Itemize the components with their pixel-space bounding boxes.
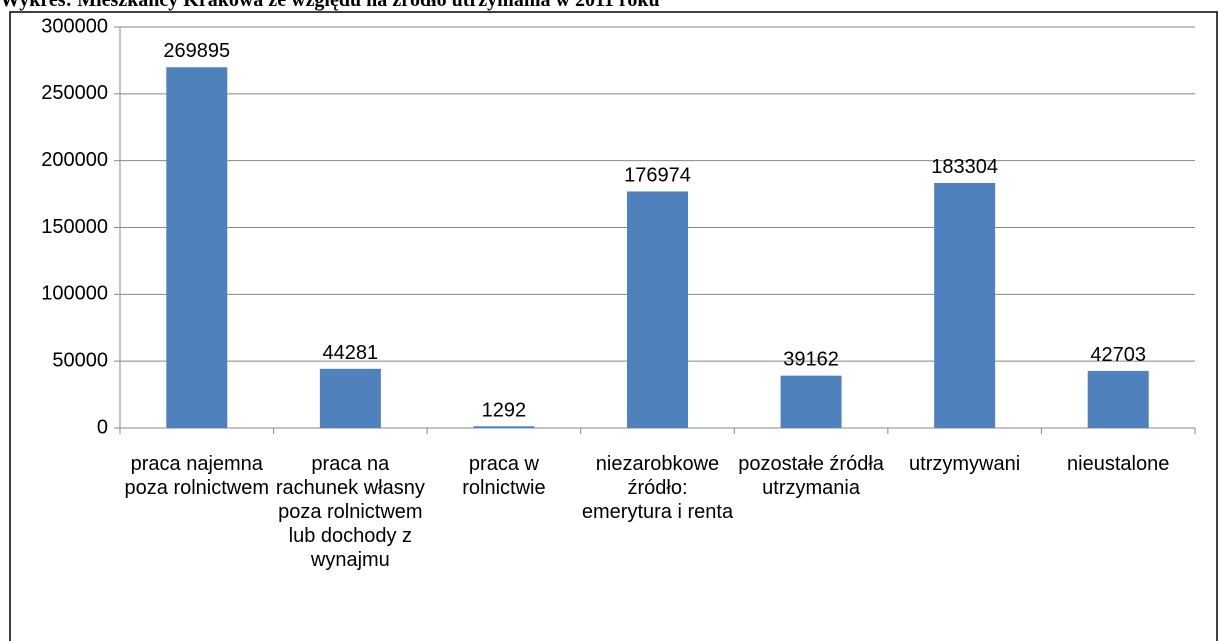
x-tick-label: nieustalone — [1067, 453, 1170, 475]
y-tick-label: 250000 — [41, 82, 108, 104]
data-label: 176974 — [624, 164, 691, 186]
bar — [934, 182, 996, 428]
x-tick-label: niezarobkowe źródło: emerytura i renta — [581, 453, 734, 523]
y-tick-label: 100000 — [41, 283, 108, 305]
y-tick-label: 50000 — [52, 349, 108, 371]
data-label: 1292 — [482, 399, 527, 421]
data-label: 183304 — [931, 156, 998, 178]
bar — [780, 375, 842, 428]
data-label: 269895 — [163, 40, 230, 62]
x-tick-label: praca na rachunek własny poza rolnictwem… — [275, 453, 425, 571]
x-tick-label: utrzymywani — [909, 453, 1021, 475]
data-label: 39162 — [783, 349, 839, 371]
chart-title: Wykres: Mieszkańcy Krakowa ze względu na… — [0, 0, 660, 11]
y-tick-label: 200000 — [41, 149, 108, 171]
x-tick-label: praca w rolnictwie — [462, 453, 546, 499]
data-label: 44281 — [323, 342, 379, 364]
bar — [1087, 370, 1149, 428]
bar — [473, 426, 535, 428]
data-label: 42703 — [1090, 344, 1146, 366]
y-tick-label: 300000 — [41, 15, 108, 37]
y-tick-label: 150000 — [41, 216, 108, 238]
chart-frame — [9, 11, 1218, 641]
bar — [627, 191, 688, 428]
x-tick-label: praca najemna poza rolnictwem — [124, 453, 270, 499]
bar — [319, 368, 381, 428]
x-tick-label: pozostałe źródła utrzymania — [738, 453, 884, 499]
bar — [166, 67, 228, 428]
y-tick-label: 0 — [97, 416, 108, 438]
